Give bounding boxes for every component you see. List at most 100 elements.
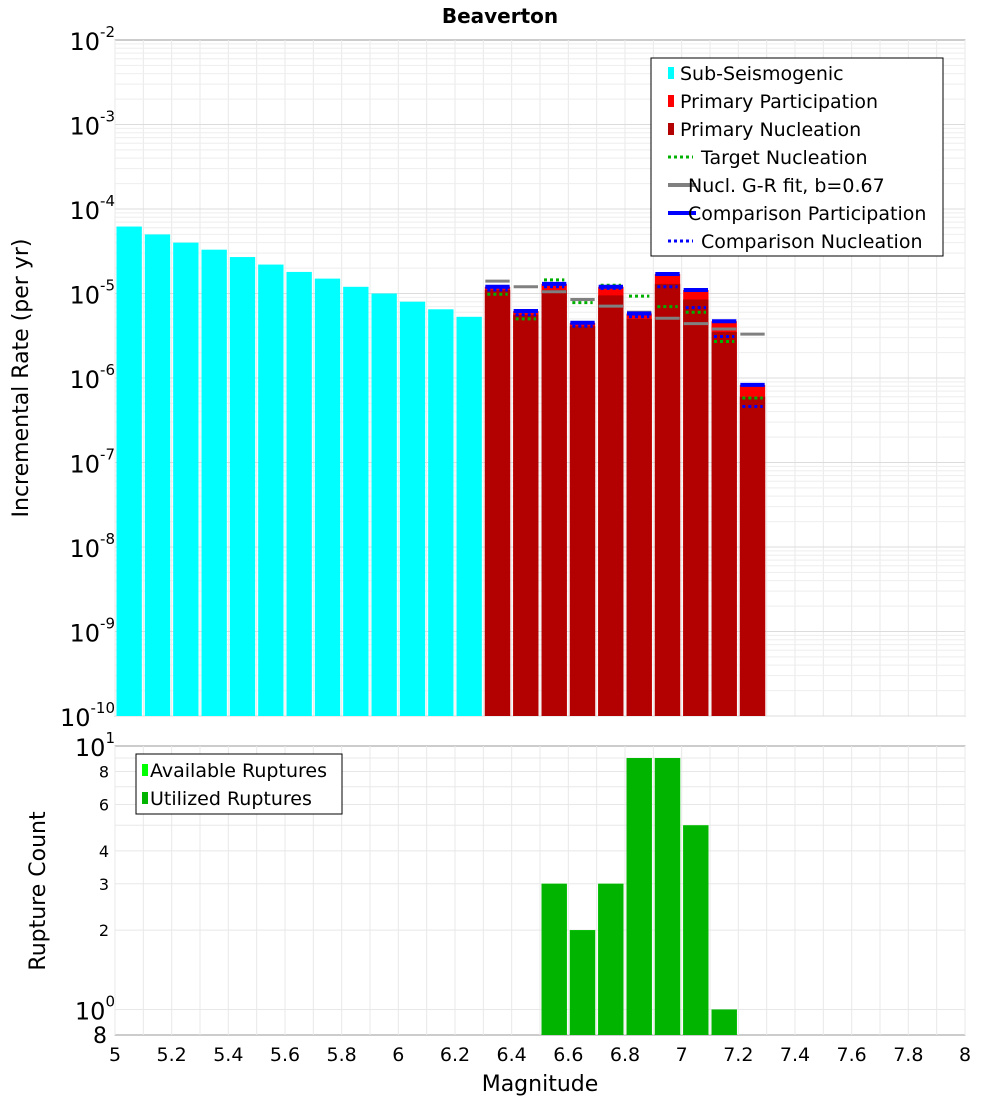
rate-y-tick-exponent: -10 [91,699,116,717]
rate-y-tick-exponent: -3 [100,108,115,126]
rate-y-tick-base: 10 [69,197,100,225]
x-tick-label: 6.2 [440,1044,470,1066]
rate-y-tick-base: 10 [69,366,100,394]
x-tick-label: 5.4 [213,1044,243,1066]
utilized-ruptures-bar [598,883,624,1035]
legend-primary-nucleation-label: Primary Nucleation [680,119,861,141]
sub-seismogenic-bar [258,264,284,716]
primary-nucleation-bar [598,295,624,716]
count-y-minor-tick-label: 6 [99,795,109,814]
legend-primary-participation-label: Primary Participation [680,91,878,113]
x-tick-label: 7.2 [723,1044,753,1066]
legend-utilized-ruptures-swatch [142,792,148,804]
x-tick-label: 6.6 [553,1044,583,1066]
rate-y-tick-label: 10-2 [69,23,115,56]
primary-nucleation-bar [569,326,596,716]
x-tick-label: 6.8 [610,1044,640,1066]
rate-y-tick-base: 10 [69,282,100,310]
count-y-tick-label: 101 [75,729,115,762]
rate-y-tick-exponent: -5 [100,277,115,295]
sub-seismogenic-bar [456,316,482,716]
rate-bars [116,226,766,717]
x-tick-label: 6 [392,1044,404,1066]
count-y-minor-tick-label: 2 [99,921,109,940]
utilized-ruptures-bar [654,758,681,1035]
primary-nucleation-bar [513,314,539,716]
rate-y-tick-exponent: -4 [100,192,115,210]
rate-y-tick-base: 10 [69,620,100,648]
rate-y-tick-label: 10-4 [69,192,115,225]
sub-seismogenic-bar [343,286,369,716]
legend-primary-participation-swatch [668,95,674,107]
rate-y-tick-label: 10-8 [69,530,115,563]
count-bars [541,758,737,1035]
rate-y-ticks: 10-210-310-410-510-610-710-810-910-10 [60,23,115,732]
legend-sub-seismogenic-label: Sub-Seismogenic [680,63,844,85]
sub-seismogenic-bar [116,226,142,716]
sub-seismogenic-bar [229,257,256,716]
x-tick-label: 6.4 [497,1044,527,1066]
count-y-tick-exponent: 0 [105,992,115,1010]
rate-y-tick-exponent: -6 [100,361,115,379]
sub-seismogenic-bar [201,249,227,716]
rate-legend-box [650,57,944,257]
legend-sub-seismogenic-swatch [668,67,674,79]
sub-seismogenic-bar [173,242,199,717]
rate-chart: Beaverton Incremental Rate (per yr) 10-2… [9,4,966,732]
primary-nucleation-bar [626,318,652,716]
count-y-bottom-tick-label: 8 [93,1024,107,1049]
utilized-ruptures-bar [711,1009,737,1035]
rate-y-tick-base: 10 [69,113,100,141]
x-tick-label: 7.6 [837,1044,867,1066]
count-y-tick-base: 10 [75,734,106,762]
sub-seismogenic-bar [286,271,312,716]
utilized-ruptures-bar [626,758,652,1035]
legend-available-ruptures-label: Available Ruptures [150,760,327,782]
x-tick-label: 5.8 [327,1044,357,1066]
legend-target-nucleation-label: Target Nucleation [700,147,868,169]
rate-y-tick-label: 10-7 [69,446,115,479]
x-tick-label: 8 [959,1044,971,1066]
x-tick-label: 5.6 [270,1044,300,1066]
legend-available-ruptures-swatch [142,764,148,776]
rate-y-tick-label: 10-5 [69,277,115,310]
utilized-ruptures-bar [569,930,596,1035]
legend-comparison-participation-label: Comparison Participation [688,203,926,225]
count-y-tick-base: 10 [75,997,106,1025]
count-y-axis-label: Rupture Count [26,811,51,971]
utilized-ruptures-bar [683,825,709,1035]
count-y-minor-tick-label: 8 [99,763,109,782]
rate-y-tick-base: 10 [69,451,100,479]
rate-y-tick-base: 10 [69,535,100,563]
rate-y-tick-exponent: -9 [100,615,115,633]
primary-nucleation-bar [654,283,681,716]
primary-nucleation-bar [683,299,709,716]
x-tick-label: 7.8 [893,1044,923,1066]
rate-y-axis-label: Incremental Rate (per yr) [9,239,34,518]
legend-comparison-nucleation-label: Comparison Nucleation [701,231,923,253]
rate-y-tick-base: 10 [69,28,100,56]
count-y-minor-tick-label: 3 [99,875,109,894]
rate-y-tick-exponent: -2 [100,23,115,41]
primary-nucleation-bar [484,290,511,716]
legend-primary-nucleation-swatch [668,123,674,135]
sub-seismogenic-bar [371,293,397,716]
rate-y-tick-label: 10-6 [69,361,115,394]
sub-seismogenic-bar [428,309,454,716]
x-ticks: 5 5.2 5.4 5.6 5.8 6 6.2 6.4 6.6 6.8 7 7.2 7.4 7.6 7.8 8 [109,1044,971,1066]
count-y-tick-exponent: 1 [105,729,115,747]
sub-seismogenic-bar [144,234,171,717]
rate-y-tick-label: 10-10 [60,699,115,732]
legend-utilized-ruptures-label: Utilized Ruptures [150,788,312,810]
sub-seismogenic-bar [399,301,426,716]
x-tick-label: 7 [676,1044,688,1066]
x-tick-label: 5 [109,1044,121,1066]
rate-y-tick-label: 10-9 [69,615,115,648]
rate-legend: Sub-Seismogenic Primary Participation Prim… [650,57,944,257]
x-tick-label: 5.2 [157,1044,187,1066]
legend-nucl-g-r-fit-b-0-67-label: Nucl. G-R fit, b=0.67 [688,175,885,197]
